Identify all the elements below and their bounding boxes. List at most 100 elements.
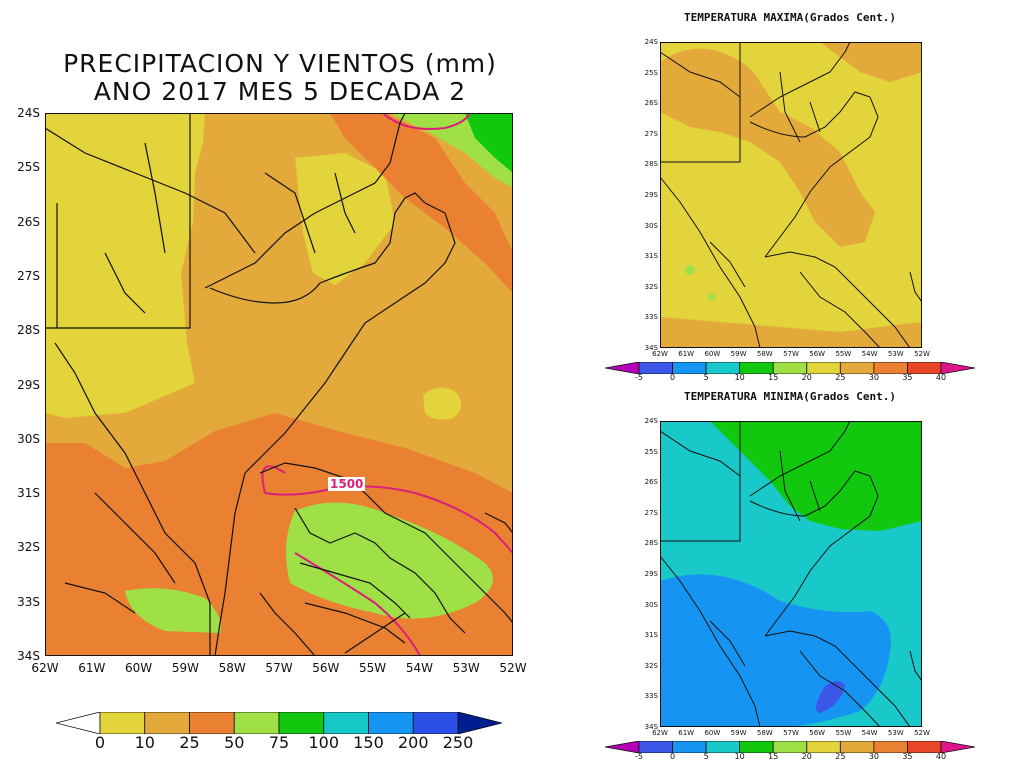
tmin_map-lat-tick: 30S — [644, 600, 658, 609]
tmax_map-lon-tick: 61W — [678, 350, 695, 358]
tmin-map-title: TEMPERATURA MINIMA(Grados Cent.) — [684, 390, 896, 403]
tmax_map-lon-tick: 57W — [783, 350, 799, 358]
tmax-green-spot-2 — [708, 293, 716, 301]
main_map-lat-tick: 33S — [17, 594, 40, 609]
tmin_map-lon-tick: 58W — [756, 729, 773, 737]
tmin_map-lat-tick: 29S — [644, 570, 658, 578]
tmax_map-lon-tick: 62W — [652, 350, 668, 358]
main_map-lat-tick: 31S — [17, 486, 40, 501]
main_map-lon-tick: 61W — [78, 661, 106, 675]
tmin_map-colorbar-label: 0 — [670, 752, 676, 761]
tmax_map-lon-tick: 55W — [835, 350, 852, 358]
tmax_map-lat-tick: 31S — [644, 252, 658, 261]
tmax_map-colorbar-label: 35 — [902, 373, 913, 382]
main_map-colorbar-segment — [99, 712, 146, 734]
tmin-field-0-5 — [816, 681, 845, 713]
tmax_map-lat-tick: 33S — [644, 313, 658, 322]
precip-field-50-75-north — [330, 113, 513, 293]
tmin_map-lat-tick: 25S — [644, 447, 658, 456]
tmax_map-colorbar-high-arrow — [940, 362, 975, 374]
tmin_map-lon-tick: 53W — [887, 729, 904, 737]
main_map-lon-tick: 55W — [359, 661, 387, 675]
main_map-lon-tick: 53W — [452, 661, 480, 675]
tmax-map-borders — [660, 42, 922, 348]
tmin-map-borders — [660, 421, 922, 727]
main-map-title: PRECIPITACION Y VIENTOS (mm) ANO 2017 ME… — [40, 50, 520, 106]
tmax_map-lon-tick: 56W — [809, 350, 826, 358]
main_map-lat-tick: 30S — [17, 431, 40, 446]
main_map-lat-tick: 34S — [17, 649, 40, 663]
tmin_map-lon-tick: 55W — [835, 729, 852, 737]
tmax-map — [660, 42, 922, 348]
tmin_map-colorbar-label: 30 — [868, 752, 879, 761]
main_map-lat-tick: 32S — [17, 540, 40, 555]
tmax_map-colorbar-segment — [672, 362, 707, 374]
main_map-colorbar-label: 10 — [134, 733, 155, 752]
main_map-colorbar-label: 0 — [94, 733, 106, 752]
tmax_map-colorbar-label: 5 — [703, 373, 709, 382]
main_map-lon-tick: 62W — [31, 661, 59, 675]
tmin_map-colorbar-label: 20 — [801, 752, 812, 761]
tmin_map-lat-tick: 31S — [644, 631, 658, 640]
main-map-borders — [45, 113, 513, 656]
tmax_map-colorbar-segment — [638, 362, 673, 374]
tmax_map-colorbar-label: 10 — [734, 373, 745, 382]
precip-contour-top — [382, 113, 471, 130]
main_map-lat-tick: 26S — [17, 214, 40, 229]
main-map-frame — [45, 113, 513, 656]
tmin_map-lat-tick: 28S — [644, 539, 658, 548]
precip-field-10-25-west — [45, 113, 205, 418]
tmin_map-colorbar-label: 5 — [703, 752, 709, 761]
tmin_map-lat-tick: 24S — [644, 417, 658, 425]
precip-field-10-25-east — [423, 387, 462, 420]
main_map-colorbar-segment — [368, 712, 414, 734]
tmin_map-lat-tick: 32S — [644, 661, 658, 670]
main_map-colorbar-segment — [323, 712, 369, 734]
tmin_map-lon-tick: 60W — [704, 729, 721, 737]
main_map-colorbar-label: 50 — [224, 733, 245, 752]
tmin_map-colorbar-label: 15 — [768, 752, 779, 761]
main_map-colorbar-segment — [412, 712, 459, 734]
tmin_map-colorbar-low-arrow — [605, 741, 640, 753]
main-colorbar — [56, 712, 502, 734]
tmax_map-lat-tick: 26S — [644, 99, 658, 108]
main_map-lon-tick: 56W — [312, 661, 340, 675]
main_map-lat-tick: 27S — [17, 268, 40, 283]
tmin_map-colorbar-label: 10 — [734, 752, 745, 761]
tmin_map-lat-tick: 33S — [644, 692, 658, 701]
main_map-lat-tick: 24S — [17, 106, 40, 120]
tmax-map-frame — [660, 42, 922, 348]
tmin_map-lon-tick: 52W — [914, 729, 930, 737]
tmin_map-colorbar-segment — [672, 741, 707, 753]
main_map-lon-tick: 54W — [405, 661, 433, 675]
main_map-lat-tick: 25S — [17, 160, 40, 175]
main-map-title-line1: PRECIPITACION Y VIENTOS (mm) — [63, 49, 497, 78]
main_map-lat-tick: 28S — [17, 323, 40, 338]
tmin_map-lon-tick: 54W — [861, 729, 878, 737]
main_map-colorbar-label: 100 — [308, 733, 340, 752]
tmin_map-lon-tick: 61W — [678, 729, 695, 737]
tmax_map-colorbar-label: 25 — [835, 373, 846, 382]
tmax_map-lat-tick: 28S — [644, 160, 658, 169]
main_map-lon-tick: 57W — [265, 661, 293, 675]
tmax_map-lat-tick: 32S — [644, 282, 658, 291]
main_map-colorbar-segment — [278, 712, 325, 734]
tmax_map-lon-tick: 52W — [914, 350, 930, 358]
tmax_map-lon-tick: 59W — [730, 350, 747, 358]
main_map-lon-tick: 60W — [125, 661, 153, 675]
tmin_map-lat-tick: 34S — [644, 723, 658, 731]
tmax_map-colorbar-label: 30 — [868, 373, 879, 382]
tmax-field-25-30-north — [660, 48, 875, 248]
tmax_map-colorbar-label: -5 — [635, 373, 643, 382]
precip-field-75-100-south — [286, 502, 493, 619]
precip-field-75-100-sw — [125, 588, 221, 633]
tmax-field-25-30-south — [660, 317, 922, 348]
main_map-colorbar-label: 25 — [179, 733, 200, 752]
main_map-colorbar-label: 75 — [268, 733, 290, 752]
tmax_map-colorbar-label: 20 — [801, 373, 812, 382]
tmin_map-lon-tick: 62W — [652, 729, 668, 737]
main-map-title-line2: ANO 2017 MES 5 DECADA 2 — [93, 77, 467, 106]
tmax_map-lon-tick: 58W — [756, 350, 773, 358]
tmax-map-title: TEMPERATURA MAXIMA(Grados Cent.) — [684, 11, 896, 24]
main_map-colorbar-segment — [144, 712, 190, 734]
